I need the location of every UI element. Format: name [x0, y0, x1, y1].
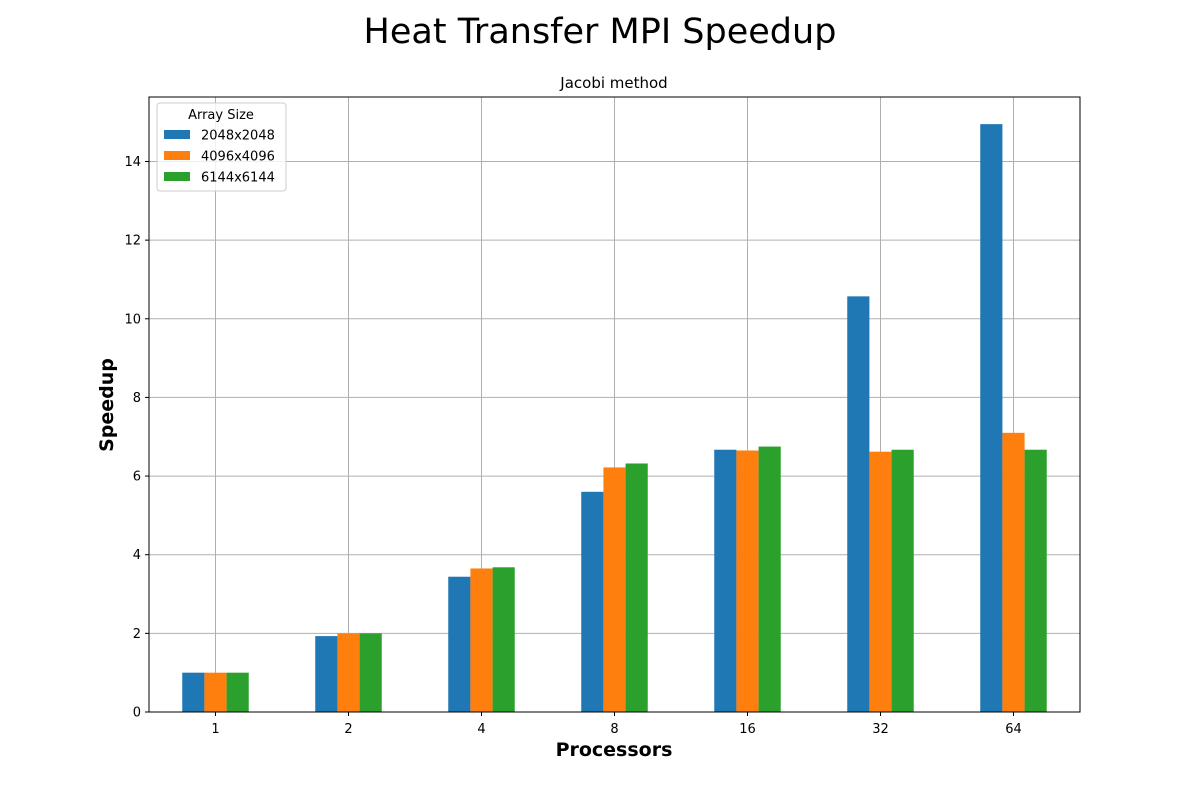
- y-tick-label: 6: [133, 470, 141, 485]
- y-tick-label: 4: [133, 548, 141, 563]
- legend-swatch: [164, 172, 190, 181]
- bar: [736, 450, 759, 712]
- bar: [1024, 449, 1047, 712]
- x-axis-label: Processors: [556, 739, 673, 761]
- legend: Array Size 2048x2048 4096x4096 6144x6144: [156, 102, 287, 192]
- legend-title: Array Size: [188, 108, 254, 123]
- bar: [492, 567, 515, 712]
- y-tick-label: 8: [133, 391, 141, 406]
- legend-entry-label: 2048x2048: [201, 129, 275, 144]
- bar: [758, 446, 781, 712]
- chart-subtitle: Jacobi method: [559, 74, 667, 92]
- x-tick-label: 16: [739, 722, 756, 737]
- y-axis-ticks: 0 2 4 6 8 10 12 14: [124, 155, 149, 721]
- x-tick-label: 8: [610, 722, 618, 737]
- bar: [980, 124, 1003, 713]
- bar: [359, 633, 382, 712]
- bar: [470, 568, 493, 712]
- legend-box: [156, 102, 287, 192]
- legend-entry-label: 6144x6144: [201, 171, 275, 186]
- legend-entries: 2048x2048 4096x4096 6144x6144: [164, 129, 275, 186]
- legend-swatch: [164, 130, 190, 139]
- y-tick-label: 2: [133, 627, 141, 642]
- bar: [182, 672, 205, 712]
- x-tick-label: 2: [344, 722, 352, 737]
- bar: [448, 576, 471, 712]
- bar: [315, 636, 338, 712]
- bar: [891, 449, 914, 712]
- legend-entry-label: 4096x4096: [201, 150, 275, 165]
- bar: [581, 491, 604, 712]
- bar: [714, 449, 737, 712]
- bar: [204, 672, 227, 712]
- bar: [603, 467, 626, 712]
- x-tick-label: 64: [1005, 722, 1022, 737]
- y-tick-label: 10: [124, 312, 141, 327]
- y-axis-label: Speedup: [96, 358, 118, 452]
- bar: [226, 672, 249, 712]
- x-tick-label: 32: [872, 722, 889, 737]
- x-axis-ticks: 1 2 4 8 16 32 64: [211, 712, 1022, 737]
- chart-title: Heat Transfer MPI Speedup: [364, 12, 837, 52]
- bar: [869, 451, 892, 712]
- bar: [1002, 432, 1025, 712]
- x-tick-label: 1: [211, 722, 219, 737]
- y-tick-label: 12: [124, 234, 141, 249]
- y-tick-label: 0: [133, 706, 141, 721]
- y-tick-label: 14: [124, 155, 141, 170]
- x-tick-label: 4: [477, 722, 485, 737]
- bar: [625, 463, 648, 712]
- bars: [182, 124, 1047, 713]
- legend-swatch: [164, 151, 190, 160]
- bar: [847, 296, 870, 712]
- bar: [337, 633, 360, 712]
